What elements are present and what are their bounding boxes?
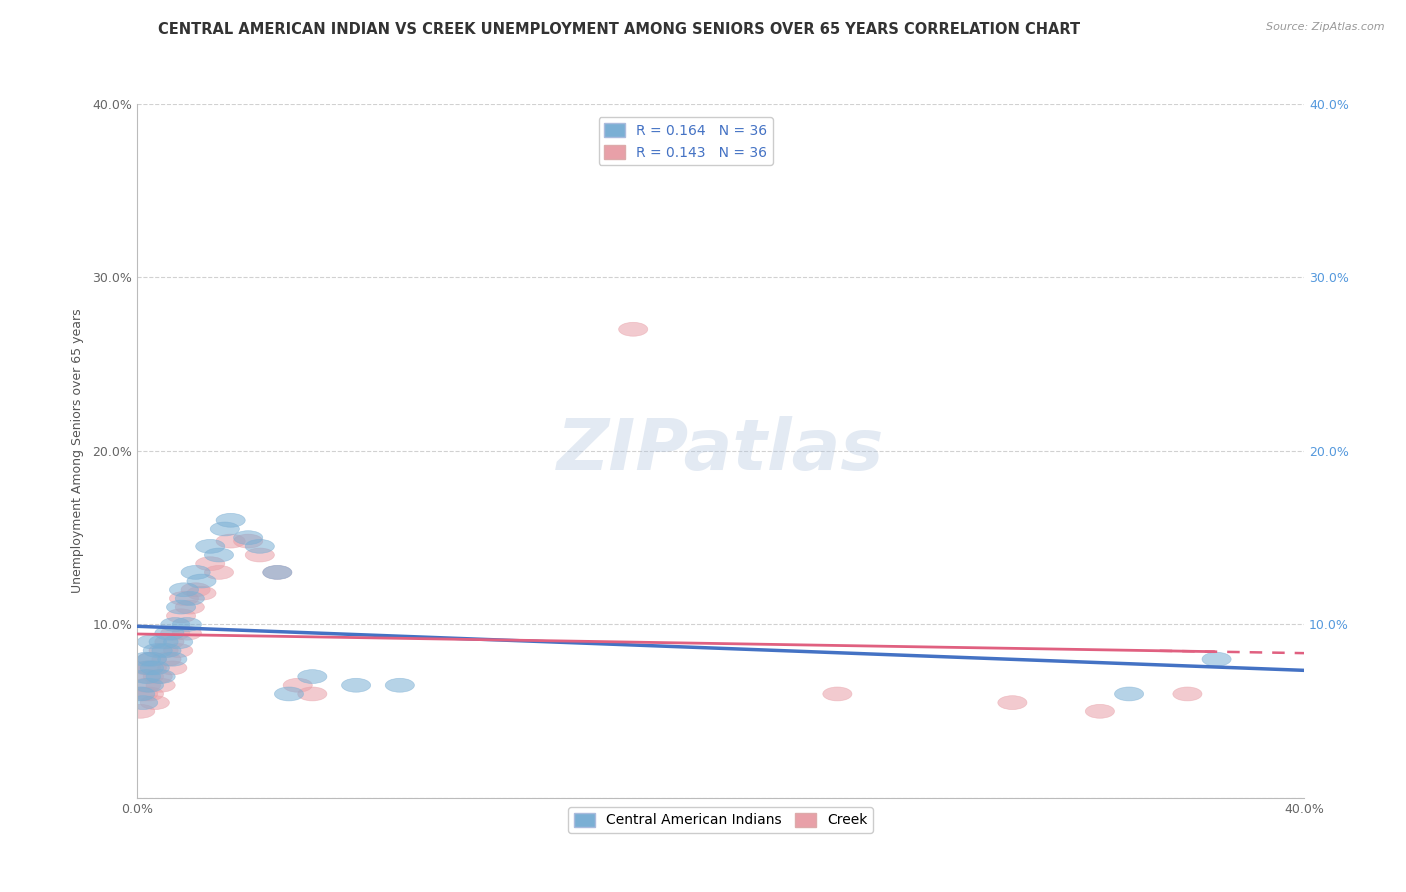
Ellipse shape bbox=[125, 705, 155, 718]
Ellipse shape bbox=[173, 617, 201, 632]
Ellipse shape bbox=[163, 635, 193, 648]
Ellipse shape bbox=[181, 566, 211, 579]
Ellipse shape bbox=[135, 678, 163, 692]
Ellipse shape bbox=[263, 566, 292, 579]
Ellipse shape bbox=[149, 635, 179, 648]
Ellipse shape bbox=[169, 582, 198, 597]
Ellipse shape bbox=[195, 557, 225, 571]
Ellipse shape bbox=[132, 670, 160, 683]
Ellipse shape bbox=[195, 540, 225, 553]
Ellipse shape bbox=[138, 661, 166, 675]
Ellipse shape bbox=[160, 617, 190, 632]
Ellipse shape bbox=[204, 548, 233, 562]
Ellipse shape bbox=[176, 600, 204, 614]
Ellipse shape bbox=[135, 661, 163, 675]
Ellipse shape bbox=[143, 670, 173, 683]
Ellipse shape bbox=[217, 534, 245, 548]
Ellipse shape bbox=[166, 600, 195, 614]
Ellipse shape bbox=[146, 670, 176, 683]
Y-axis label: Unemployment Among Seniors over 65 years: Unemployment Among Seniors over 65 years bbox=[72, 309, 84, 593]
Ellipse shape bbox=[1202, 652, 1232, 666]
Ellipse shape bbox=[128, 687, 157, 701]
Ellipse shape bbox=[155, 635, 184, 648]
Ellipse shape bbox=[128, 696, 157, 709]
Ellipse shape bbox=[233, 531, 263, 545]
Ellipse shape bbox=[263, 566, 292, 579]
Ellipse shape bbox=[204, 566, 233, 579]
Ellipse shape bbox=[823, 687, 852, 701]
Legend: Central American Indians, Creek: Central American Indians, Creek bbox=[568, 807, 873, 833]
Ellipse shape bbox=[132, 678, 160, 692]
Ellipse shape bbox=[274, 687, 304, 701]
Ellipse shape bbox=[245, 540, 274, 553]
Ellipse shape bbox=[211, 522, 239, 536]
Ellipse shape bbox=[385, 678, 415, 692]
Ellipse shape bbox=[298, 670, 328, 683]
Ellipse shape bbox=[217, 513, 245, 527]
Ellipse shape bbox=[298, 687, 328, 701]
Ellipse shape bbox=[149, 644, 179, 657]
Ellipse shape bbox=[141, 661, 169, 675]
Ellipse shape bbox=[176, 591, 204, 606]
Ellipse shape bbox=[152, 652, 181, 666]
Ellipse shape bbox=[619, 322, 648, 336]
Ellipse shape bbox=[132, 652, 160, 666]
Ellipse shape bbox=[187, 574, 217, 588]
Ellipse shape bbox=[1085, 705, 1115, 718]
Ellipse shape bbox=[157, 661, 187, 675]
Ellipse shape bbox=[135, 687, 163, 701]
Ellipse shape bbox=[283, 678, 312, 692]
Ellipse shape bbox=[187, 586, 217, 600]
Ellipse shape bbox=[160, 626, 190, 640]
Ellipse shape bbox=[146, 678, 176, 692]
Ellipse shape bbox=[141, 696, 169, 709]
Ellipse shape bbox=[1173, 687, 1202, 701]
Ellipse shape bbox=[1115, 687, 1143, 701]
Ellipse shape bbox=[135, 670, 163, 683]
Ellipse shape bbox=[998, 696, 1026, 709]
Ellipse shape bbox=[233, 534, 263, 548]
Ellipse shape bbox=[166, 609, 195, 623]
Ellipse shape bbox=[173, 626, 201, 640]
Ellipse shape bbox=[163, 644, 193, 657]
Text: CENTRAL AMERICAN INDIAN VS CREEK UNEMPLOYMENT AMONG SENIORS OVER 65 YEARS CORREL: CENTRAL AMERICAN INDIAN VS CREEK UNEMPLO… bbox=[157, 22, 1080, 37]
Ellipse shape bbox=[125, 687, 155, 701]
Ellipse shape bbox=[143, 644, 173, 657]
Ellipse shape bbox=[138, 652, 166, 666]
Ellipse shape bbox=[138, 635, 166, 648]
Ellipse shape bbox=[155, 626, 184, 640]
Ellipse shape bbox=[152, 644, 181, 657]
Ellipse shape bbox=[169, 591, 198, 606]
Ellipse shape bbox=[181, 582, 211, 597]
Ellipse shape bbox=[138, 652, 166, 666]
Ellipse shape bbox=[132, 661, 160, 675]
Ellipse shape bbox=[342, 678, 371, 692]
Ellipse shape bbox=[157, 652, 187, 666]
Text: ZIPatlas: ZIPatlas bbox=[557, 417, 884, 485]
Text: Source: ZipAtlas.com: Source: ZipAtlas.com bbox=[1267, 22, 1385, 32]
Ellipse shape bbox=[245, 548, 274, 562]
